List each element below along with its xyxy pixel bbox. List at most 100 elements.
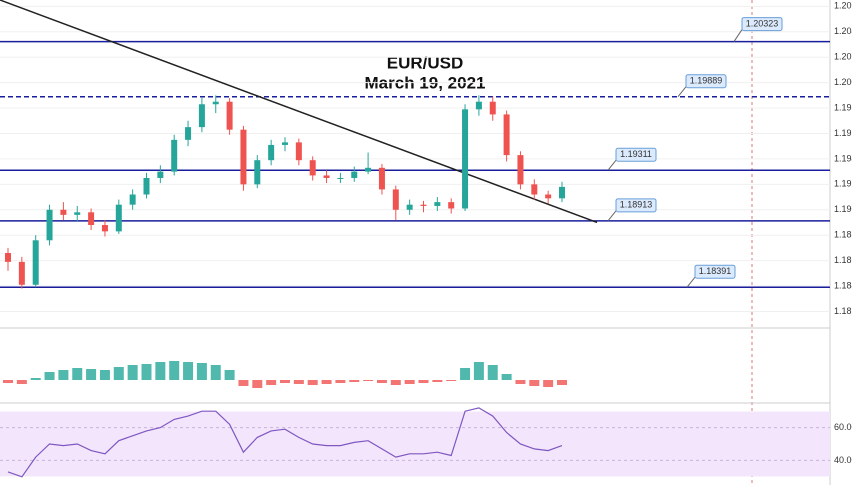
candle-body — [531, 184, 538, 195]
candle-body — [74, 212, 81, 215]
macd-bar — [418, 380, 429, 383]
macd-bar — [363, 380, 374, 381]
macd-bar — [473, 362, 484, 380]
candle-body — [489, 101, 496, 115]
candle-body — [503, 114, 510, 156]
candle-body — [378, 167, 385, 190]
y-tick-label: 1.186 — [834, 255, 852, 265]
level-label-box — [685, 74, 727, 89]
level-label-box — [694, 264, 736, 279]
rsi-line — [7, 407, 563, 478]
macd-bar — [307, 380, 318, 385]
candle-body — [240, 129, 247, 185]
y-tick-label: 1.202 — [834, 52, 852, 62]
level-label-box — [615, 147, 657, 162]
y-tick-label: 1.190 — [834, 204, 852, 214]
y-tick-label: 1.204 — [834, 26, 852, 36]
rsi-tick-label: 40.00 — [834, 455, 852, 465]
macd-bar — [376, 380, 387, 383]
y-tick-label: 1.198 — [834, 102, 852, 112]
candle-body — [545, 194, 552, 199]
candle-body — [517, 155, 524, 185]
rsi-band — [0, 411, 830, 477]
trendline — [0, 0, 598, 224]
macd-bar — [349, 380, 360, 382]
candle-body — [212, 101, 219, 105]
candle-body — [32, 240, 39, 285]
candle-body — [462, 109, 469, 209]
candle-body — [406, 204, 413, 210]
macd-bar — [335, 380, 346, 383]
macd-bar — [58, 370, 69, 380]
level-leader — [607, 159, 617, 171]
candle-body — [226, 101, 233, 130]
candle-body — [18, 261, 25, 285]
candle-body — [254, 160, 261, 185]
macd-bar — [404, 380, 415, 384]
candle-body — [420, 204, 427, 206]
macd-bar — [210, 365, 221, 380]
level-label: 1.18391 — [699, 266, 732, 276]
macd-bar — [543, 380, 554, 387]
candle-body — [282, 142, 288, 145]
y-tick-label: 1.192 — [834, 179, 852, 189]
y-tick-label: 1.196 — [834, 128, 852, 138]
y-tick-label: 1.206 — [834, 1, 852, 11]
level-label-box — [741, 17, 783, 32]
macd-bar — [266, 380, 277, 385]
macd-bar — [141, 364, 152, 380]
candle-body — [46, 209, 53, 241]
level-label: 1.19889 — [690, 76, 723, 86]
candle-body — [309, 160, 316, 176]
macd-bar — [515, 380, 526, 384]
macd-bar — [183, 362, 194, 380]
candle-body — [448, 202, 455, 209]
y-tick-label: 1.188 — [834, 230, 852, 240]
candle-body — [392, 189, 399, 210]
candle-body — [475, 101, 482, 110]
macd-bar — [16, 380, 27, 384]
macd-bar — [127, 365, 138, 380]
macd-bar — [86, 369, 97, 380]
macd-bar — [460, 368, 471, 380]
macd-bar — [487, 365, 498, 380]
candle-body — [143, 177, 150, 195]
macd-bar — [529, 380, 540, 386]
macd-bar — [446, 380, 457, 381]
y-tick-label: 1.194 — [834, 153, 852, 163]
candle-body — [337, 177, 344, 179]
candle-body — [559, 186, 565, 199]
level-label: 1.20323 — [746, 18, 779, 28]
candle-body — [129, 194, 136, 205]
level-leader — [677, 86, 687, 98]
macd-bar — [3, 380, 13, 383]
level-label-box — [615, 198, 657, 213]
candle-body — [323, 175, 330, 178]
candle-body — [434, 202, 441, 206]
y-tick-label: 1.184 — [834, 280, 852, 290]
macd-bar — [224, 370, 235, 380]
candle-body — [295, 142, 302, 161]
macd-bar — [196, 363, 207, 380]
candle-body — [5, 252, 11, 262]
y-tick-label: 1.182 — [834, 306, 852, 316]
macd-bar — [113, 367, 124, 380]
level-leader — [686, 276, 696, 288]
macd-bar — [321, 380, 332, 384]
macd-bar — [72, 368, 83, 380]
rsi-tick-label: 60.00 — [834, 422, 852, 432]
macd-bar — [293, 380, 304, 384]
macd-bar — [501, 374, 512, 380]
level-label: 1.19311 — [620, 149, 652, 159]
candle-body — [198, 104, 205, 128]
macd-bar — [280, 380, 290, 383]
macd-bar — [169, 361, 180, 380]
candle-body — [185, 127, 192, 140]
y-tick-label: 1.200 — [834, 77, 852, 87]
macd-bar — [252, 380, 263, 388]
candle-body — [171, 139, 178, 172]
macd-bar — [432, 380, 443, 382]
macd-bar — [238, 380, 249, 386]
